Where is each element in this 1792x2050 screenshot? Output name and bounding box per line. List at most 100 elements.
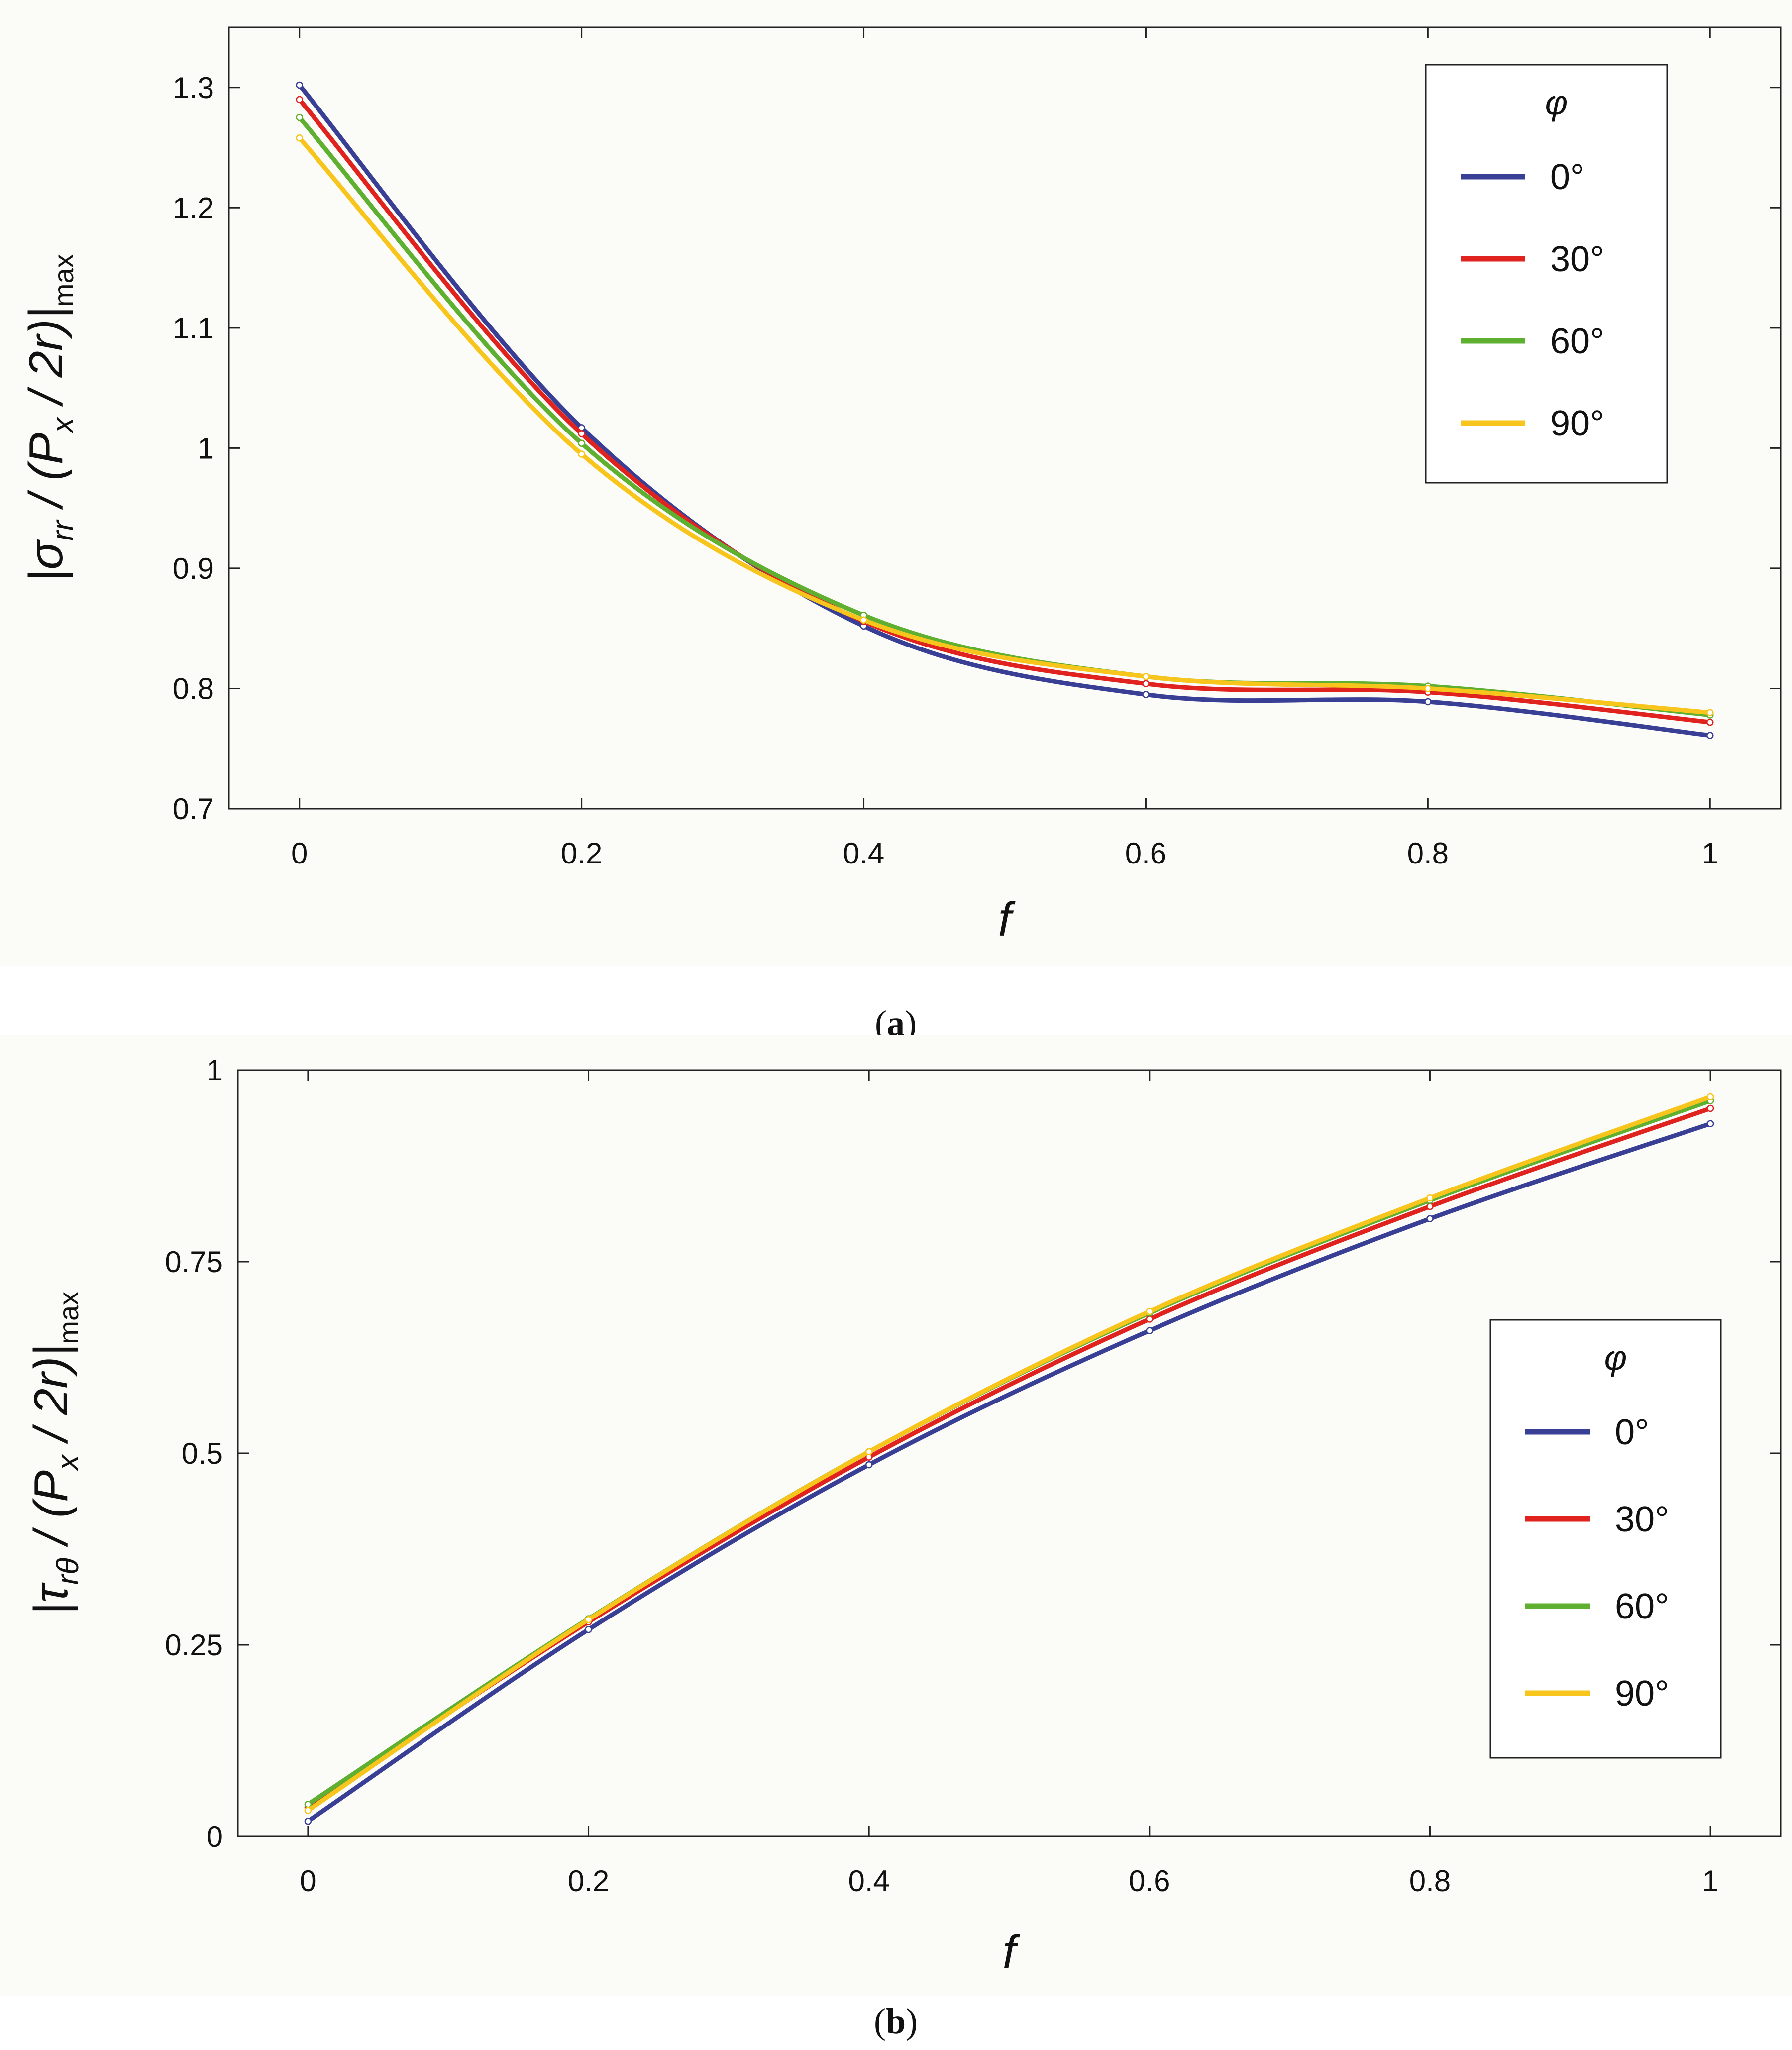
- y-tick-label: 0.7: [173, 792, 214, 826]
- x-tick-label: 0: [291, 837, 308, 870]
- data-point-phi_90: [1424, 685, 1432, 692]
- data-point-phi_30: [1146, 1315, 1154, 1323]
- series-line-phi_90: [297, 135, 1712, 715]
- data-point-phi_90: [860, 616, 867, 624]
- data-point-phi_90: [296, 134, 303, 142]
- data-point-phi_30: [296, 96, 303, 104]
- legend-label-phi_0: 0°: [1550, 157, 1584, 197]
- data-point-phi_90: [1426, 1194, 1434, 1202]
- data-point-phi_90: [865, 1448, 873, 1456]
- panel-a-y-label-sub1: rr: [46, 519, 80, 541]
- data-point-phi_0: [1146, 1327, 1154, 1334]
- legend-box: [1489, 1319, 1722, 1759]
- y-tick-label: 0.5: [182, 1437, 223, 1470]
- panel-b-y-label-sub1: rθ: [51, 1558, 85, 1585]
- y-tick-label: 0.8: [173, 672, 214, 705]
- x-tick-label: 0: [300, 1864, 316, 1898]
- x-tick-label: 0.8: [1407, 837, 1449, 870]
- y-tick-label: 1: [207, 1054, 223, 1087]
- data-point-phi_30: [1142, 680, 1150, 688]
- legend-label-phi_30: 30°: [1615, 1500, 1669, 1539]
- data-point-phi_30: [1706, 718, 1714, 726]
- panel-a-tick-labels: 0 0.2 0.4 0.6 0.8 1 0.7 0.8 0.9 1 1.1 1.2 1.3: [173, 71, 1718, 870]
- data-point-phi_90: [1706, 709, 1714, 717]
- panel-a-legend: φ 0° 30° 60° 90°: [1425, 64, 1668, 484]
- panel-b-plot-frame: [237, 1069, 1782, 1837]
- panel-b-y-label-sub2: x: [51, 1454, 85, 1472]
- data-point-phi_30: [1706, 1104, 1714, 1112]
- data-point-phi_0: [865, 1461, 873, 1469]
- x-tick-label: 0.6: [1125, 837, 1166, 870]
- legend-label-phi_90: 90°: [1550, 404, 1604, 443]
- series-line-phi_0: [306, 1121, 1713, 1824]
- x-tick-label: 0.2: [568, 1864, 609, 1898]
- y-tick-label: 0.75: [165, 1245, 223, 1279]
- data-point-phi_90: [1146, 1307, 1154, 1315]
- panel-b: 0 0.2 0.4 0.6 0.8 100.250.50.751 f |τrθ / (Px…: [0, 1035, 1792, 2041]
- panel-b-y-label-mid: / (P: [24, 1470, 78, 1558]
- data-point-phi_60: [578, 439, 585, 447]
- panel-b-tick-labels: 0 0.2 0.4 0.6 0.8 1 0 0.25 0.5 0.75 1: [165, 1054, 1719, 1898]
- series-line-phi_0: [297, 83, 1712, 738]
- x-tick-label: 0.2: [561, 837, 602, 870]
- data-point-phi_90: [585, 1616, 592, 1623]
- series-line-phi_60: [297, 115, 1712, 718]
- legend-title: φ: [1545, 83, 1568, 122]
- panel-b-caption: (b): [874, 2001, 918, 2041]
- panel-a-y-label-close: / 2r)|: [19, 307, 73, 417]
- series-line-phi_30: [297, 97, 1712, 725]
- data-point-phi_0: [1424, 698, 1432, 706]
- legend-label-phi_60: 60°: [1550, 322, 1604, 361]
- legend-label-phi_60: 60°: [1615, 1587, 1669, 1626]
- data-point-phi_0: [1426, 1215, 1434, 1223]
- panel-a-y-label-open: |σ: [19, 539, 73, 582]
- panel-b-y-label-open: |τ: [24, 1582, 78, 1615]
- y-tick-label: 1.2: [173, 191, 214, 224]
- y-tick-label: 1.3: [173, 71, 214, 105]
- x-tick-label: 1: [1702, 1864, 1718, 1898]
- x-tick-label: 0.4: [843, 837, 884, 870]
- panel-a-y-label-mid: / (P: [19, 432, 73, 520]
- legend-label-phi_90: 90°: [1615, 1674, 1669, 1714]
- series-line-phi_90: [306, 1094, 1713, 1813]
- legend-label-phi_0: 0°: [1615, 1412, 1649, 1452]
- data-point-phi_30: [1426, 1202, 1434, 1210]
- panel-a-ticks: [229, 27, 1781, 810]
- panel-b-y-axis-label: |τrθ / (Px / 2r)|max: [24, 1292, 85, 1615]
- x-tick-label: 1: [1702, 837, 1718, 870]
- y-tick-label: 0.25: [165, 1628, 223, 1662]
- x-tick-label: 0.8: [1409, 1864, 1451, 1898]
- y-tick-label: 1: [198, 432, 214, 465]
- data-point-phi_0: [1706, 1120, 1714, 1128]
- data-point-phi_90: [578, 450, 585, 458]
- y-tick-label: 0: [207, 1820, 223, 1853]
- panel-b-series: [304, 1093, 1714, 1825]
- data-point-phi_0: [296, 81, 303, 89]
- legend-title: φ: [1604, 1338, 1627, 1377]
- x-tick-label: 0.6: [1129, 1864, 1170, 1898]
- data-point-phi_0: [1142, 691, 1150, 698]
- panel-a-y-axis-label: |σrr / (Px / 2r)|max: [19, 254, 80, 582]
- panel-b-legend: φ 0° 30° 60° 90°: [1489, 1319, 1722, 1759]
- panel-a-y-label-sub3: max: [48, 254, 79, 307]
- data-point-phi_30: [578, 430, 585, 437]
- data-point-phi_0: [304, 1817, 312, 1825]
- legend-label-phi_30: 30°: [1550, 239, 1604, 279]
- panel-a-series: [296, 81, 1714, 739]
- panel-a-plot-frame: [228, 26, 1782, 810]
- data-point-phi_0: [1706, 732, 1714, 739]
- panel-b-caption-letter: b: [886, 2001, 906, 2041]
- data-point-phi_60: [296, 113, 303, 121]
- panel-a-y-label-sub2: x: [46, 416, 80, 434]
- panel-b-y-label-close: / 2r)|: [24, 1344, 78, 1455]
- y-tick-label: 0.9: [173, 552, 214, 585]
- data-point-phi_90: [1706, 1093, 1714, 1101]
- data-point-phi_90: [1142, 673, 1150, 680]
- y-tick-label: 1.1: [173, 312, 214, 345]
- data-point-phi_90: [304, 1807, 312, 1814]
- panel-a: 0 0.2 0.4 0.6 0.8 10.70.80.911.11.21.3 f |σrr…: [19, 26, 1782, 1043]
- panel-b-y-label-sub3: max: [53, 1292, 84, 1344]
- data-point-phi_0: [585, 1625, 592, 1633]
- legend-box: [1425, 64, 1668, 484]
